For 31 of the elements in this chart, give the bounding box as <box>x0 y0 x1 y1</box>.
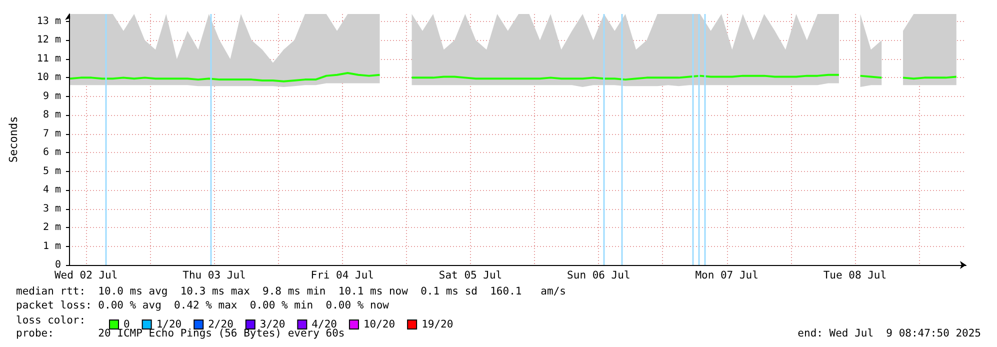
x-tick-label: Sun 06 Jul <box>567 270 630 282</box>
y-tick-label: 13 m <box>36 16 61 27</box>
x-tick-label: Sat 05 Jul <box>438 270 502 282</box>
x-tick-label: Mon 07 Jul <box>695 270 758 282</box>
legend-label: 3/20 <box>260 318 286 330</box>
legend-label: 19/20 <box>422 318 454 330</box>
y-tick-label: 0 <box>54 260 61 270</box>
y-tick-label: 11 m <box>36 53 61 64</box>
y-tick-label: 7 m <box>42 128 61 140</box>
text: packet loss: 0.00 % avg 0.42 % max 0.00 % min 0.00 % now <box>16 300 390 312</box>
y-axis-title: Seconds <box>7 116 20 163</box>
y-tick-label: 4 m <box>42 184 61 196</box>
y-tick-label: 3 m <box>42 203 61 214</box>
y-tick-label: 10 m <box>36 72 61 84</box>
y-tick-label: 9 m <box>42 90 61 102</box>
y-tick-label: 5 m <box>42 166 61 177</box>
y-tick-label: 1 m <box>42 240 61 252</box>
legend-label: 10/20 <box>363 318 396 330</box>
y-tick-label: 12 m <box>36 34 61 46</box>
x-tick-label: Fri 04 Jul <box>310 270 374 282</box>
x-tick-label: Thu 03 Jul <box>182 270 246 282</box>
text: probe: 20 ICMP Echo Pings (56 Bytes) every 60s <box>16 328 345 340</box>
x-tick-label: Tue 08 Jul <box>823 270 887 282</box>
y-tick-label: 2 m <box>42 222 61 234</box>
legend-title: loss color: <box>16 314 86 326</box>
text: end: Wed Jul 9 08:47:50 2025 <box>798 328 982 340</box>
y-tick-label: 8 m <box>42 110 61 121</box>
text: median rtt: 10.0 ms avg 10.3 ms max 9.8 ms min 10.1 ms now 0.1 ms sd 160.1 am/s <box>16 286 566 298</box>
x-tick-label: Wed 02 Jul <box>54 270 118 282</box>
y-tick-label: 6 m <box>42 147 61 158</box>
legend-label: 1/20 <box>156 318 182 330</box>
